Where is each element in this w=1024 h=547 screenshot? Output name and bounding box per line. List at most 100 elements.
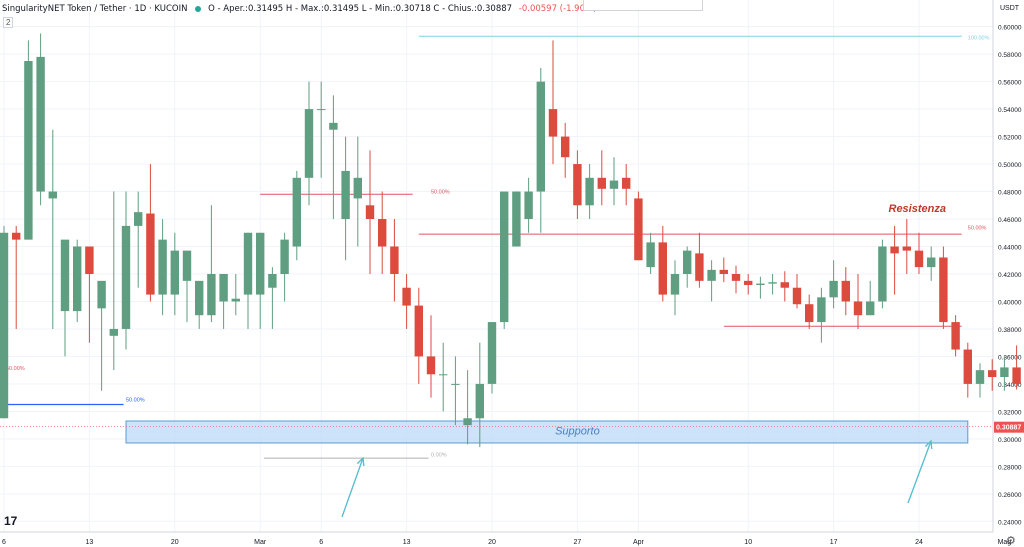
candle-body[interactable] bbox=[451, 383, 460, 385]
candle-body[interactable] bbox=[73, 246, 82, 312]
candle-body[interactable] bbox=[60, 239, 70, 312]
candle-body[interactable] bbox=[390, 246, 399, 274]
candle-body[interactable] bbox=[548, 109, 558, 137]
candle-body[interactable] bbox=[378, 219, 387, 247]
x-tick-label: 24 bbox=[915, 539, 923, 546]
candle-body[interactable] bbox=[866, 301, 875, 316]
candle-body[interactable] bbox=[524, 191, 533, 220]
candle-body[interactable] bbox=[24, 61, 33, 240]
candle-body[interactable] bbox=[805, 304, 814, 323]
candle-body[interactable] bbox=[0, 232, 9, 419]
candle-body[interactable] bbox=[280, 239, 289, 274]
candle-body[interactable] bbox=[670, 273, 680, 295]
candle-body[interactable] bbox=[744, 280, 753, 285]
candle-body[interactable] bbox=[731, 273, 741, 281]
candle-body[interactable] bbox=[109, 328, 118, 336]
candle-body[interactable] bbox=[890, 246, 899, 254]
candle-body[interactable] bbox=[12, 232, 21, 240]
candle-body[interactable] bbox=[853, 301, 863, 316]
candle-body[interactable] bbox=[792, 287, 802, 305]
candle-body[interactable] bbox=[243, 232, 253, 295]
x-tick-label: Mag bbox=[998, 539, 1012, 546]
candle-body[interactable] bbox=[134, 212, 143, 226]
candle-body[interactable] bbox=[97, 280, 106, 309]
candle-body[interactable] bbox=[634, 198, 643, 261]
candle-body[interactable] bbox=[414, 305, 423, 357]
candle-body[interactable] bbox=[695, 253, 704, 281]
candle-body[interactable] bbox=[268, 273, 277, 288]
x-tick-label: 27 bbox=[574, 539, 582, 546]
candle-body[interactable] bbox=[304, 109, 314, 178]
candle-body[interactable] bbox=[841, 280, 850, 302]
candle-body[interactable] bbox=[487, 322, 497, 384]
candle-body[interactable] bbox=[1000, 367, 1009, 378]
candle-body[interactable] bbox=[219, 273, 228, 302]
candle-body[interactable] bbox=[475, 383, 484, 419]
candle-body[interactable] bbox=[756, 283, 765, 285]
y-tick-label: 0.28000 bbox=[998, 464, 1022, 471]
candle-body[interactable] bbox=[341, 170, 350, 220]
candle-body[interactable] bbox=[317, 109, 326, 111]
candle-body[interactable] bbox=[231, 298, 240, 302]
candle-body[interactable] bbox=[817, 297, 826, 323]
candle-body[interactable] bbox=[365, 205, 375, 220]
candle-body[interactable] bbox=[329, 122, 338, 130]
candle-body[interactable] bbox=[353, 177, 362, 199]
candle-body[interactable] bbox=[158, 239, 167, 295]
candle-body[interactable] bbox=[463, 418, 472, 426]
candle-body[interactable] bbox=[256, 232, 265, 295]
current-price-badge[interactable] bbox=[994, 421, 1024, 433]
candle-body[interactable] bbox=[914, 250, 924, 268]
candle-body[interactable] bbox=[902, 246, 911, 251]
candle-body[interactable] bbox=[561, 136, 570, 158]
candle-body[interactable] bbox=[573, 164, 582, 206]
candle-body[interactable] bbox=[975, 370, 985, 384]
arrow-right[interactable] bbox=[907, 440, 932, 504]
symbol-title[interactable]: SingularityNET Token / Tether · 1D · KUC… bbox=[2, 4, 188, 14]
candle-body[interactable] bbox=[1012, 367, 1021, 384]
candle-body[interactable] bbox=[829, 280, 838, 298]
candle-body[interactable] bbox=[658, 242, 667, 295]
candle-body[interactable] bbox=[585, 177, 594, 206]
candle-body[interactable] bbox=[963, 349, 972, 384]
candle-body[interactable] bbox=[207, 273, 216, 316]
candle-body[interactable] bbox=[536, 81, 545, 192]
candle-body[interactable] bbox=[195, 280, 204, 316]
candle-body[interactable] bbox=[500, 191, 509, 323]
candle-body[interactable] bbox=[707, 269, 716, 281]
candle-body[interactable] bbox=[719, 269, 728, 274]
gear-icon[interactable]: ⚙ bbox=[1006, 535, 1016, 547]
candle-body[interactable] bbox=[512, 191, 521, 247]
candle-body[interactable] bbox=[878, 246, 887, 302]
price-axis[interactable] bbox=[993, 0, 1024, 547]
candle-body[interactable] bbox=[439, 374, 448, 376]
candle-body[interactable] bbox=[36, 56, 45, 192]
candle-body[interactable] bbox=[48, 191, 57, 199]
candle-body[interactable] bbox=[939, 257, 948, 323]
indicator-count-badge[interactable]: 2 bbox=[3, 17, 14, 28]
candle-body[interactable] bbox=[609, 180, 619, 189]
arrow-left[interactable] bbox=[341, 457, 364, 518]
candle-body[interactable] bbox=[988, 370, 997, 378]
candle-body[interactable] bbox=[683, 250, 692, 274]
candle-body[interactable] bbox=[182, 250, 192, 281]
candle-body[interactable] bbox=[146, 213, 155, 295]
candle-body[interactable] bbox=[292, 177, 301, 247]
support-zone[interactable] bbox=[125, 420, 969, 444]
candle-body[interactable] bbox=[780, 282, 789, 288]
candle-body[interactable] bbox=[646, 242, 655, 268]
candle-body[interactable] bbox=[927, 257, 936, 268]
candle-body[interactable] bbox=[121, 225, 131, 329]
candle-body[interactable] bbox=[85, 246, 94, 274]
fib-50-label-red-left: 50.00% bbox=[6, 366, 25, 372]
candle-body[interactable] bbox=[402, 287, 411, 306]
candle-body[interactable] bbox=[622, 177, 631, 189]
candle-body[interactable] bbox=[768, 282, 777, 284]
toolbar-popup[interactable] bbox=[583, 0, 703, 11]
candle-body[interactable] bbox=[597, 177, 606, 189]
candle-body[interactable] bbox=[951, 322, 960, 350]
candle-body[interactable] bbox=[170, 250, 179, 295]
market-status-icon bbox=[195, 5, 202, 12]
candle-body[interactable] bbox=[426, 356, 436, 375]
